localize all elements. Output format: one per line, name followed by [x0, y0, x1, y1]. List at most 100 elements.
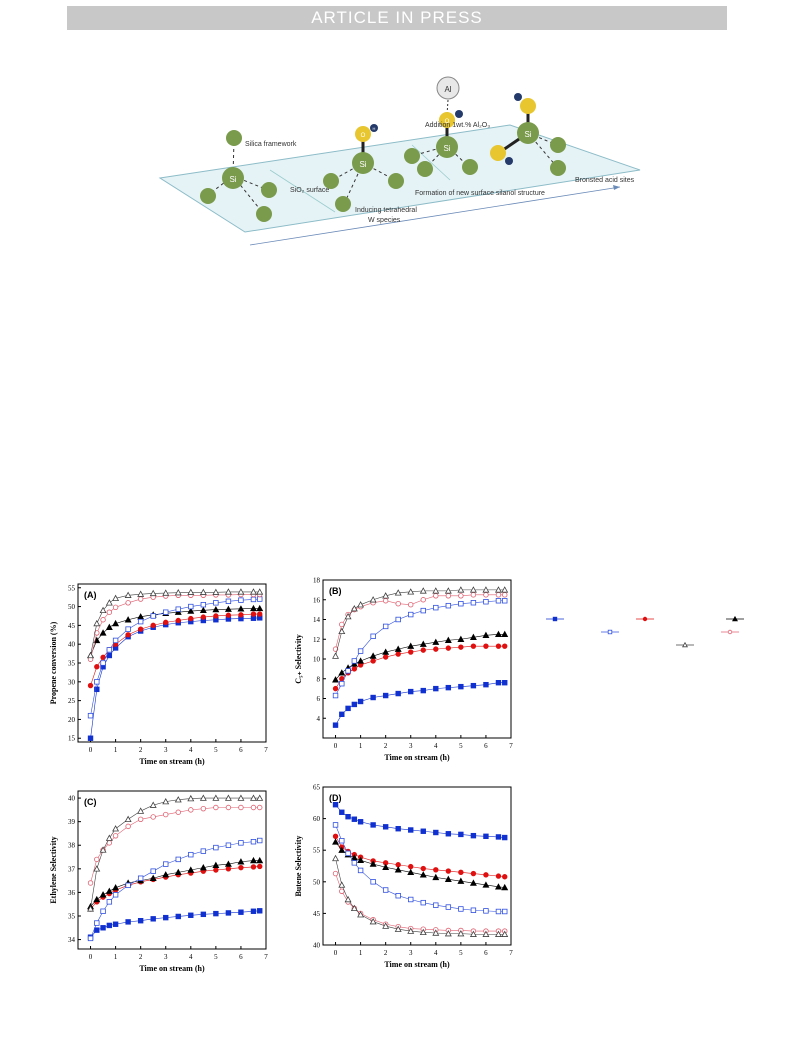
data-point: [357, 911, 365, 918]
series-5: [87, 588, 264, 659]
data-point: [87, 712, 94, 719]
data-point: [225, 598, 232, 605]
data-point: [345, 850, 351, 857]
data-point: [256, 604, 264, 612]
y-tick-label: 25: [68, 697, 76, 705]
data-point: [175, 809, 181, 815]
y-tick-label: 10: [313, 656, 321, 664]
data-point: [407, 868, 415, 876]
data-point: [106, 899, 113, 905]
data-point: [212, 861, 220, 868]
series-3: [87, 837, 263, 942]
data-point: [469, 930, 477, 937]
y-tick-label: 6: [317, 695, 321, 703]
x-tick-label: 7: [509, 949, 513, 957]
data-point: [395, 651, 401, 657]
data-point: [225, 612, 232, 618]
data-point: [212, 794, 220, 801]
data-point: [199, 864, 207, 871]
data-point: [351, 860, 358, 866]
data-point: [150, 868, 156, 874]
data-point: [357, 856, 365, 864]
x-tick-label: 3: [164, 953, 168, 961]
x-tick-label: 1: [114, 953, 118, 961]
data-point: [483, 592, 489, 598]
data-point: [420, 687, 426, 694]
svg-text:Si: Si: [443, 144, 450, 153]
y-tick-label: 36: [68, 889, 76, 897]
data-point: [188, 615, 194, 622]
data-point: [395, 616, 401, 623]
data-point: [408, 863, 414, 870]
data-point: [150, 814, 156, 820]
data-point: [407, 588, 415, 595]
data-point: [408, 688, 414, 695]
y-tick-label: 15: [68, 735, 76, 743]
data-point: [212, 605, 220, 613]
data-point: [339, 888, 345, 894]
data-point: [445, 645, 452, 651]
addition-label: Addition 1wt.% Al₂O₃: [425, 122, 490, 129]
data-point: [408, 896, 414, 903]
panel-label: (D): [329, 793, 342, 803]
data-point: [332, 870, 339, 877]
data-point: [125, 823, 131, 830]
data-point: [382, 922, 390, 929]
data-point: [502, 834, 508, 841]
data-point: [149, 801, 157, 808]
data-point: [112, 892, 119, 898]
data-point: [213, 804, 219, 811]
x-tick-label: 6: [239, 746, 243, 754]
data-point: [94, 927, 100, 933]
x-tick-label: 4: [189, 953, 193, 961]
data-point: [162, 589, 170, 596]
data-point: [357, 867, 364, 874]
y-axis-label: Propene conversion (%): [49, 621, 58, 704]
y-tick-label: 35: [68, 660, 76, 668]
data-point: [238, 597, 244, 603]
data-point: [250, 596, 257, 603]
data-point: [457, 586, 465, 593]
data-point: [256, 588, 264, 595]
y-tick-label: 8: [317, 675, 321, 683]
data-point: [420, 597, 426, 603]
data-point: [199, 606, 207, 614]
data-point: [87, 735, 94, 741]
data-point: [370, 822, 376, 828]
x-tick-label: 3: [409, 742, 413, 750]
x-tick-label: 5: [459, 949, 463, 957]
data-point: [188, 603, 194, 610]
data-point: [213, 613, 219, 619]
plot-frame: [77, 790, 267, 950]
data-point: [458, 869, 464, 876]
panel-label: (C): [84, 797, 97, 807]
data-point: [501, 883, 509, 891]
data-point: [257, 596, 263, 602]
data-point: [382, 692, 389, 699]
data-point: [502, 592, 508, 598]
series-line: [335, 841, 505, 888]
legend-marker: [642, 616, 648, 622]
data-point: [249, 794, 257, 801]
series-3: [87, 596, 263, 719]
panel-label: (A): [84, 590, 97, 600]
data-point: [332, 801, 339, 808]
x-axis-label: Time on stream (h): [139, 964, 205, 973]
series-2: [87, 856, 264, 910]
data-point: [433, 867, 439, 873]
data-point: [112, 619, 120, 627]
data-point: [213, 600, 219, 606]
data-point: [469, 586, 477, 593]
data-point: [482, 631, 490, 638]
data-point: [249, 588, 257, 595]
data-point: [257, 611, 263, 617]
data-point: [382, 592, 390, 599]
y-tick-label: 40: [68, 795, 76, 803]
series-line: [90, 860, 260, 907]
y-axis-label: Butene Selectivity: [294, 835, 303, 896]
plot-frame: [77, 583, 267, 743]
x-tick-label: 1: [359, 742, 363, 750]
data-point: [482, 881, 490, 888]
data-point: [94, 630, 100, 636]
y-tick-label: 12: [313, 636, 321, 644]
